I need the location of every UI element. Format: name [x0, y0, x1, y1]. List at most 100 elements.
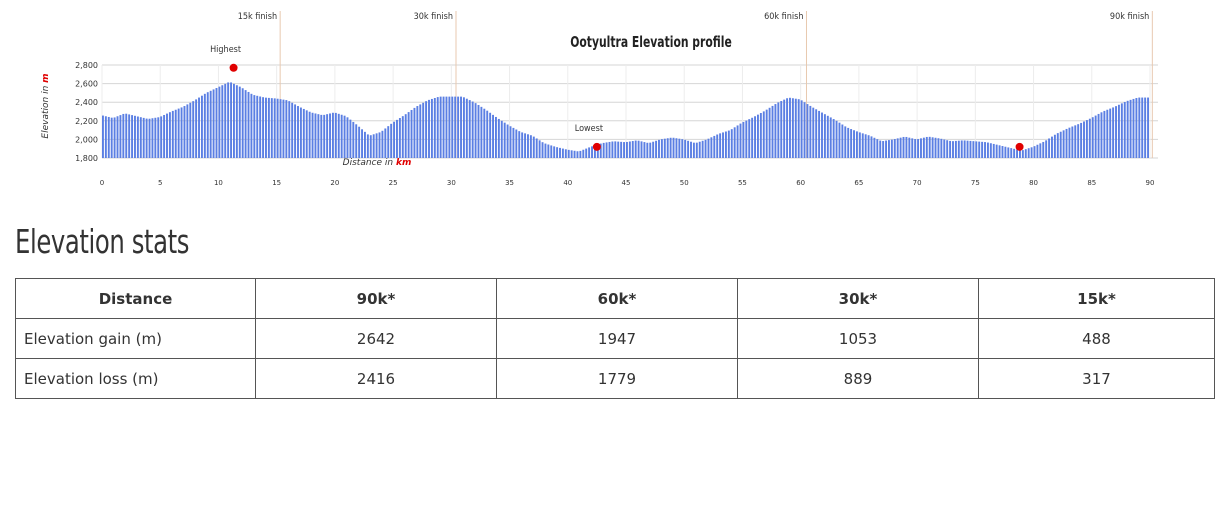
elevation-bar	[692, 142, 695, 158]
elevation-bar	[1001, 146, 1004, 158]
table-cell: 1947	[496, 318, 738, 359]
elevation-bar	[480, 106, 483, 158]
elevation-bar	[1106, 109, 1109, 158]
elevation-bar	[1030, 147, 1033, 158]
elevation-bar	[538, 140, 541, 158]
elevation-bar	[396, 119, 398, 158]
elevation-bar	[329, 113, 331, 158]
y-axis-unit: m	[41, 73, 51, 82]
elevation-bar	[757, 114, 759, 158]
elevation-bar	[262, 97, 265, 158]
elevation-bar	[448, 96, 451, 158]
elevation-bar	[663, 138, 666, 158]
elevation-bar	[524, 133, 527, 158]
elevation-bar	[1056, 133, 1059, 158]
elevation-bar	[544, 143, 547, 158]
elevation-bar	[623, 142, 625, 158]
elevation-bar	[556, 147, 559, 158]
elevation-bar	[145, 118, 148, 158]
elevation-bar	[102, 115, 104, 158]
elevation-bar	[364, 131, 366, 158]
x-tick-label: 85	[1087, 179, 1096, 187]
elevation-bar	[960, 140, 963, 158]
elevation-bar	[265, 97, 267, 158]
elevation-bar	[855, 131, 858, 158]
elevation-bar	[669, 137, 672, 158]
elevation-bar	[270, 98, 273, 158]
elevation-bar	[416, 106, 419, 158]
elevation-bar	[559, 147, 561, 158]
elevation-bar	[282, 99, 285, 158]
elevation-bar	[131, 115, 134, 158]
elevation-bar	[1004, 146, 1007, 158]
elevation-bar	[858, 132, 861, 158]
elevation-bar	[885, 140, 887, 158]
elevation-bar	[419, 104, 422, 158]
elevation-bar	[314, 113, 317, 158]
y-axis-label: Elevation in m	[41, 73, 51, 138]
elevation-bar	[369, 135, 372, 158]
elevation-bar	[739, 123, 742, 158]
elevation-bar	[250, 93, 253, 158]
table-cell: 2416	[255, 358, 497, 399]
elevation-bar	[678, 138, 681, 158]
elevation-bar	[1051, 136, 1053, 158]
elevation-bar	[532, 136, 535, 158]
elevation-bar	[224, 83, 227, 158]
elevation-bar	[564, 149, 567, 158]
table-cell: 2642	[255, 318, 497, 359]
elevation-bar	[509, 126, 512, 158]
elevation-bar	[454, 96, 457, 158]
elevation-bar	[850, 129, 853, 158]
elevation-bar	[233, 83, 235, 158]
elevation-bar	[771, 105, 774, 158]
elevation-bar	[553, 146, 556, 158]
elevation-bar	[174, 109, 177, 158]
elevation-bar	[1071, 126, 1074, 158]
y-tick-label: 2,800	[75, 61, 98, 70]
elevation-bar	[107, 116, 110, 158]
elevation-bar	[483, 108, 486, 158]
elevation-bar	[157, 117, 160, 158]
elevation-bar	[675, 138, 678, 158]
elevation-bar	[710, 137, 713, 158]
elevation-bar	[593, 145, 596, 158]
elevation-bar	[177, 108, 180, 158]
elevation-bar	[922, 137, 925, 158]
elevation-bar	[774, 104, 777, 158]
elevation-bar	[436, 97, 439, 158]
axis-layer: 1,800 2,000 2,200 2,400 2,600 2,800 0 5 10 15 20 25…	[75, 61, 1154, 187]
elevation-bar	[861, 133, 864, 158]
elevation-bar	[192, 101, 195, 158]
marker-label: Highest	[210, 45, 241, 55]
elevation-bar	[299, 107, 302, 158]
elevation-bar	[142, 117, 145, 158]
elevation-bar	[361, 129, 363, 158]
finish-line-label: 30k finish	[414, 12, 453, 22]
elevation-bar	[413, 107, 416, 158]
elevation-bar	[308, 111, 311, 158]
elevation-bar	[899, 137, 902, 158]
elevation-bar	[1021, 150, 1024, 158]
elevation-bar	[209, 90, 212, 158]
elevation-bar	[1115, 106, 1117, 158]
elevation-bar	[139, 117, 142, 158]
elevation-bar	[992, 143, 995, 158]
elevation-chart: 15k finish 30k finish 60k finish 90k finish…	[41, 11, 1158, 187]
elevation-bar	[1112, 107, 1115, 158]
finish-line-label: 60k finish	[764, 12, 803, 22]
elevation-bar	[1117, 104, 1120, 158]
table-cell: 317	[978, 358, 1215, 399]
elevation-stats-table: Distance 90k* 60k* 30k* 15k* Elevation g…	[15, 278, 1215, 399]
elevation-bar	[334, 112, 337, 158]
elevation-bar	[914, 139, 917, 158]
x-tick-label: 70	[913, 179, 922, 187]
elevation-bar	[486, 110, 489, 158]
row-label: Elevation gain (m)	[15, 318, 256, 359]
column-header-15k: 15k*	[978, 278, 1215, 319]
elevation-bar	[462, 97, 465, 158]
elevation-bar	[736, 125, 739, 158]
elevation-bar	[206, 92, 209, 158]
elevation-bar	[838, 122, 841, 158]
x-tick-label: 45	[622, 179, 631, 187]
